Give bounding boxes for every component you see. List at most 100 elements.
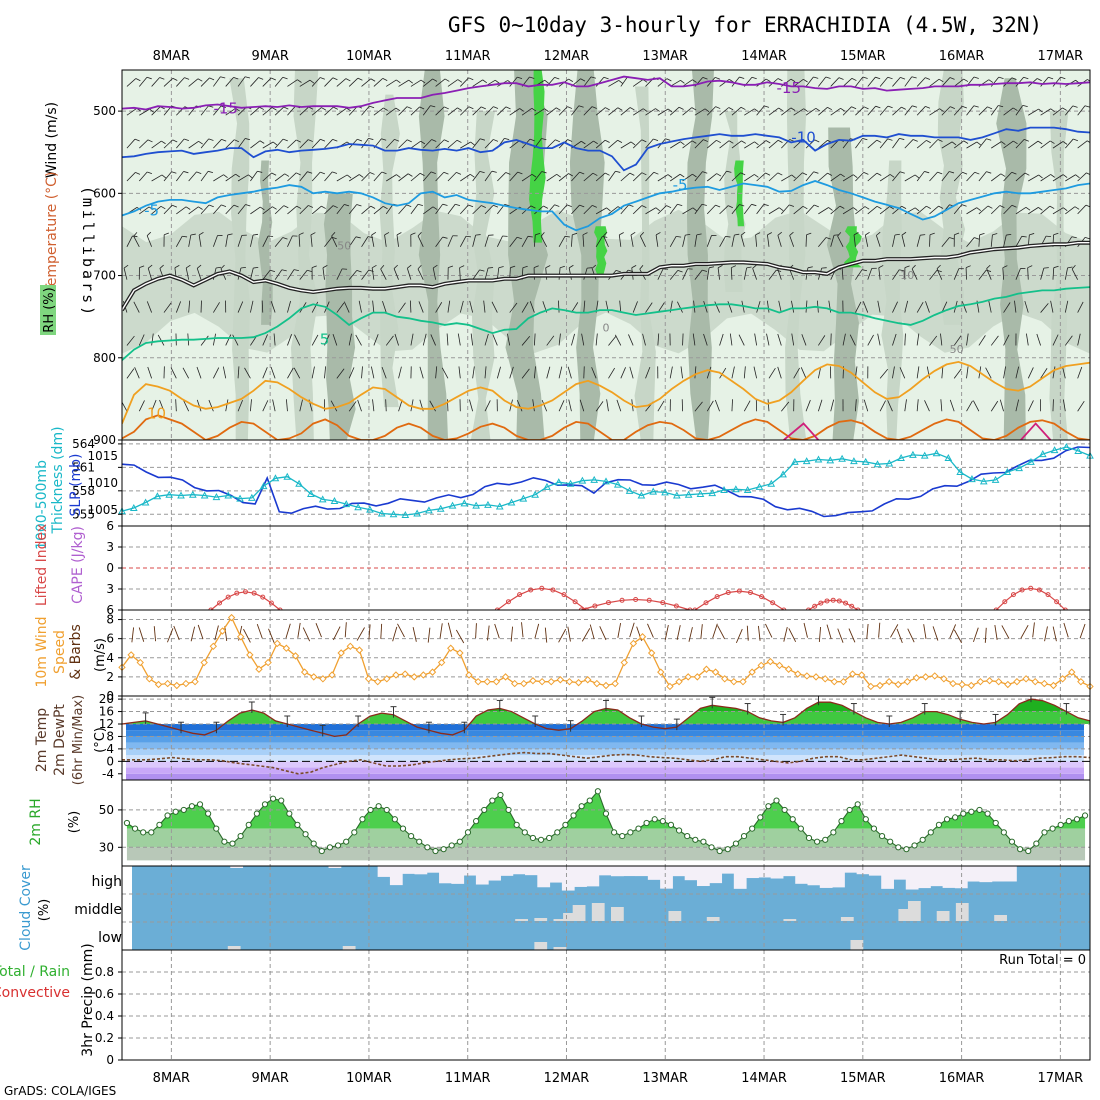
lifted-index-point bbox=[843, 600, 849, 606]
wind-barb-flag bbox=[813, 76, 819, 79]
wind-barb bbox=[1015, 399, 1020, 412]
wind-barb-flag bbox=[531, 107, 537, 112]
thickness-point bbox=[637, 491, 646, 499]
wind-barb-flag bbox=[396, 232, 402, 236]
y-tick-label: 0 bbox=[106, 689, 114, 703]
cloud-high-block bbox=[868, 866, 882, 876]
cloud-high-block bbox=[905, 866, 919, 890]
wind-barb bbox=[459, 300, 464, 313]
cloud-high-block bbox=[586, 866, 600, 887]
wind10m-barb bbox=[688, 627, 693, 642]
wind-barb-flag bbox=[495, 79, 500, 84]
wind-barb-flag bbox=[725, 235, 731, 238]
wind-barb bbox=[864, 234, 869, 247]
wind-barb bbox=[924, 400, 930, 412]
wind-barb bbox=[692, 333, 696, 346]
wind-barb-flag bbox=[864, 206, 870, 210]
rh2m-point bbox=[651, 816, 658, 823]
wind-barb bbox=[133, 301, 140, 313]
wind-barb-flag bbox=[655, 207, 661, 212]
wind10m-speed-point bbox=[885, 677, 893, 686]
wind-barb-flag bbox=[381, 138, 387, 141]
wind-barb-flag bbox=[272, 206, 277, 210]
wind-barb-flag bbox=[680, 141, 685, 146]
wind10m-barb bbox=[826, 624, 832, 640]
wind-barb-flag bbox=[307, 269, 313, 273]
wind-barb bbox=[146, 301, 153, 313]
wind10m-barb bbox=[664, 624, 669, 640]
wind-barb-flag bbox=[777, 78, 783, 82]
wind-barb bbox=[719, 205, 729, 215]
wind-barb-flag bbox=[517, 76, 523, 80]
wind-barb bbox=[176, 171, 184, 182]
thickness-point bbox=[920, 451, 929, 459]
wind-barb-flag bbox=[837, 232, 842, 237]
wind-barb bbox=[293, 367, 301, 379]
wind-barb-flag bbox=[359, 174, 364, 178]
wind-barb bbox=[447, 139, 458, 149]
rh2m-point bbox=[156, 821, 163, 828]
wind-barb bbox=[632, 108, 644, 116]
wind-barb bbox=[373, 334, 379, 346]
wind-barb bbox=[966, 366, 969, 379]
wind-barb bbox=[287, 235, 293, 247]
rh2m-point bbox=[278, 797, 285, 804]
wind-barb-flag bbox=[789, 231, 794, 236]
wind-barb-flag bbox=[876, 205, 882, 210]
wind10m-speed-point bbox=[218, 627, 227, 635]
wind-barb-flag bbox=[444, 106, 449, 110]
wind10m-speed-point bbox=[894, 680, 902, 689]
wind-barb bbox=[916, 366, 920, 379]
wind-barb bbox=[521, 335, 531, 346]
wind-barb-flag bbox=[531, 173, 537, 178]
wind-barb-flag bbox=[1062, 107, 1067, 111]
wind10m-speed-point bbox=[985, 677, 994, 685]
wind-barb bbox=[250, 77, 259, 87]
wind10m-barbs bbox=[131, 622, 1086, 644]
cloud-high-block bbox=[807, 866, 821, 886]
wind10m-speed-point bbox=[921, 673, 930, 681]
wind-barb bbox=[460, 204, 469, 215]
wind-barb bbox=[1003, 204, 1013, 215]
wind-barb bbox=[398, 79, 409, 87]
thickness-point bbox=[826, 456, 835, 464]
wind-barb bbox=[274, 76, 284, 87]
wind-barb-flag bbox=[185, 206, 191, 210]
thickness-point bbox=[625, 486, 634, 494]
wind10m-speed-point bbox=[273, 639, 281, 648]
wind-barb-flag bbox=[746, 266, 752, 269]
wind-barb bbox=[756, 105, 765, 116]
wind-barb-flag bbox=[146, 231, 152, 236]
wind-barb-flag bbox=[717, 265, 723, 269]
rh2m-point bbox=[140, 829, 147, 836]
wind-barb-flag bbox=[926, 205, 931, 209]
wind-barb-flag bbox=[602, 236, 608, 238]
wind-barb bbox=[879, 76, 889, 87]
cloud-high-block bbox=[856, 866, 870, 875]
wind-barb-flag bbox=[1023, 76, 1029, 80]
thickness-point bbox=[200, 491, 209, 499]
cloud-high-block bbox=[660, 866, 673, 889]
thickness-point bbox=[578, 476, 587, 484]
cloud-high-block bbox=[733, 866, 747, 889]
rh2m-point bbox=[294, 821, 301, 828]
wind-barb-flag bbox=[729, 79, 734, 83]
wind-barb-flag bbox=[481, 205, 486, 208]
thickness-point bbox=[897, 453, 905, 461]
wind-barb-flag bbox=[863, 172, 869, 175]
wind-barb-flag bbox=[1067, 266, 1073, 269]
y-tick-label: 561 bbox=[72, 460, 95, 474]
wind-barb bbox=[435, 203, 443, 215]
rh2m-point bbox=[489, 797, 496, 804]
wind-barb-flag bbox=[715, 77, 720, 80]
wind10m-barb bbox=[243, 628, 251, 643]
wind-barb bbox=[657, 302, 665, 313]
wind-barb bbox=[262, 77, 272, 87]
wind-barb bbox=[200, 204, 210, 215]
wind-barb-flag bbox=[790, 107, 796, 111]
wind-barb bbox=[744, 141, 755, 149]
thickness-point bbox=[436, 504, 445, 512]
wind-barb-flag bbox=[1038, 174, 1043, 179]
wind-barb bbox=[546, 204, 555, 215]
wind-barb-flag bbox=[383, 205, 388, 210]
